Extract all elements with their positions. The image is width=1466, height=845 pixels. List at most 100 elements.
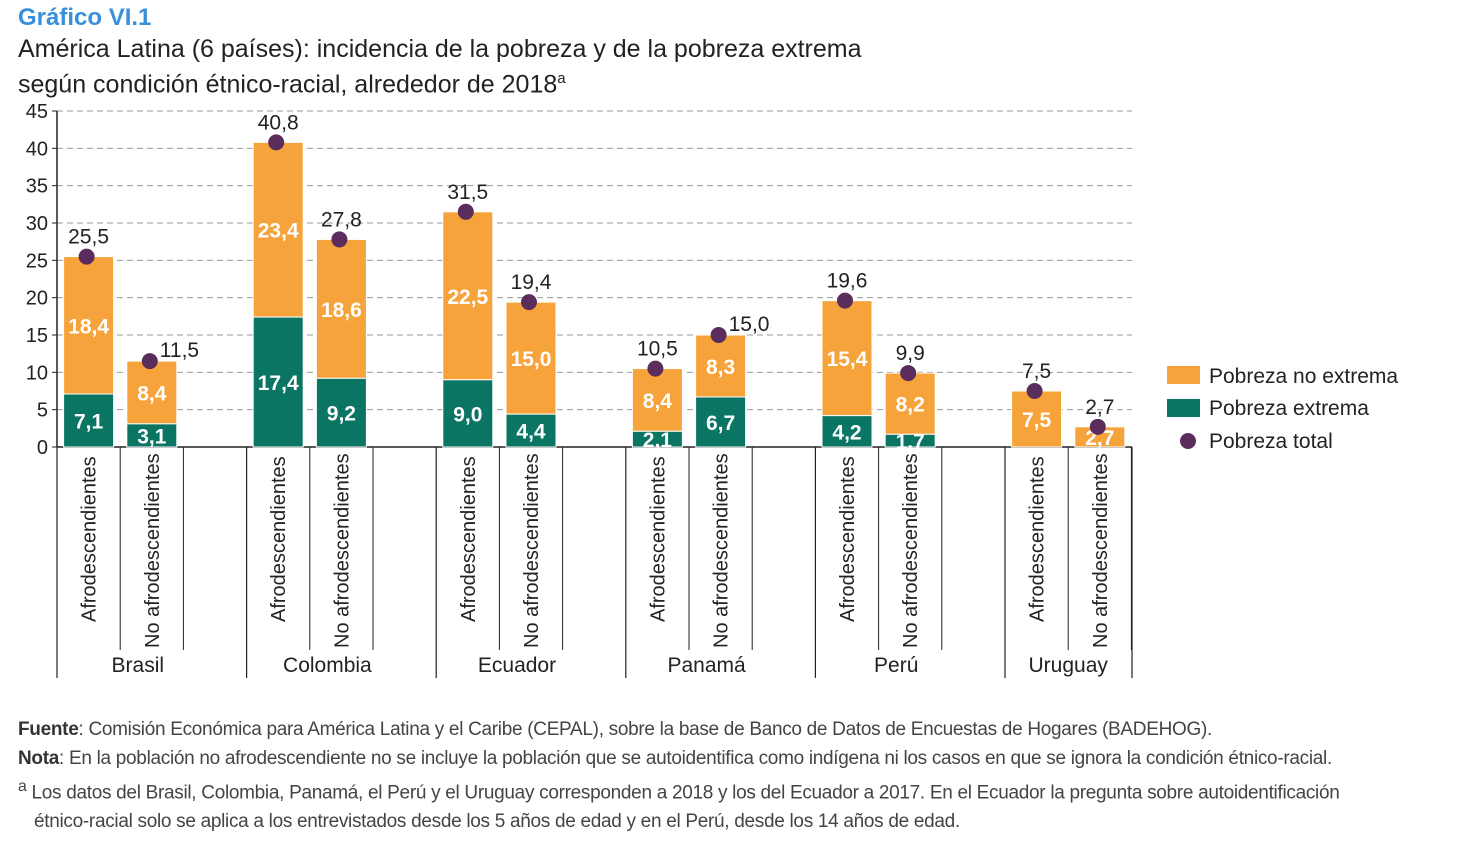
label-extrema: 9,0	[453, 403, 482, 426]
bar-extrema	[884, 433, 936, 448]
source-label: Fuente	[18, 719, 79, 740]
footnote-text: Los datos del Brasil, Colombia, Panamá, …	[26, 782, 1340, 804]
chart-notes: Fuente: Comisión Económica para América …	[18, 716, 1458, 836]
source-text: : Comisión Económica para América Latina…	[78, 719, 1212, 740]
footnote-a: a Los datos del Brasil, Colombia, Panamá…	[18, 773, 1458, 808]
label-extrema: 1,7	[896, 431, 925, 454]
title-footnote-mark: a	[557, 70, 566, 87]
chart-title: América Latina (6 países): incidencia de…	[18, 34, 1018, 99]
label-no-extrema: 7,5	[1022, 409, 1052, 432]
note: Nota: En la población no afrodescendient…	[18, 745, 1458, 774]
category-label: No afrodescendientes	[331, 453, 353, 648]
total-marker	[710, 327, 727, 343]
category-label: No afrodescendientes	[711, 453, 733, 648]
group-label: Panamá	[667, 654, 746, 677]
legend-swatch-extrema	[1167, 399, 1200, 417]
bar-no-extrema	[315, 238, 367, 379]
legend-swatch-no-extrema	[1167, 366, 1200, 384]
bar-extrema	[252, 316, 304, 448]
category-label: No afrodescendientes	[1090, 453, 1112, 648]
bar-no-extrema	[252, 141, 304, 318]
label-total: 27,8	[321, 208, 362, 231]
group-label: Brasil	[112, 654, 165, 677]
y-tick-label: 30	[26, 213, 48, 235]
y-tick-label: 15	[26, 325, 48, 347]
group-label: Ecuador	[478, 654, 556, 677]
category-label: No afrodescendientes	[521, 453, 543, 648]
category-label: No afrodescendientes	[900, 453, 922, 648]
bar-no-extrema	[631, 368, 683, 432]
label-total: 9,9	[896, 342, 925, 365]
label-total: 10,5	[637, 338, 678, 361]
y-tick-label: 0	[37, 437, 48, 459]
bar-no-extrema	[442, 211, 494, 381]
bar-no-extrema	[126, 360, 178, 425]
source-note: Fuente: Comisión Económica para América …	[18, 716, 1458, 745]
label-total: 15,0	[729, 313, 770, 336]
label-no-extrema: 22,5	[447, 286, 488, 309]
group-label: Colombia	[283, 654, 372, 677]
category-label: No afrodescendientes	[142, 453, 164, 648]
bar-extrema	[442, 379, 494, 448]
label-no-extrema: 15,4	[827, 348, 868, 371]
label-no-extrema: 8,4	[137, 382, 167, 405]
category-label: Afrodescendientes	[837, 456, 859, 622]
total-marker	[647, 360, 664, 377]
total-marker	[457, 203, 474, 220]
label-total: 19,4	[511, 271, 552, 294]
y-tick-label: 5	[37, 400, 48, 422]
y-tick-label: 25	[26, 250, 48, 272]
bar-extrema	[505, 413, 557, 448]
group-label: Uruguay	[1029, 654, 1109, 677]
total-marker	[521, 294, 537, 311]
category-label: Afrodescendientes	[647, 456, 669, 622]
label-extrema: 3,1	[137, 425, 167, 448]
label-no-extrema: 23,4	[258, 220, 299, 243]
label-extrema: 17,4	[258, 372, 299, 395]
note-text: : En la población no afrodescendiente no…	[59, 747, 1332, 769]
bar-extrema	[631, 430, 683, 448]
legend-label: Pobreza extrema	[1209, 397, 1369, 420]
label-extrema: 4,4	[516, 421, 546, 444]
legend-marker-total	[1180, 433, 1196, 449]
bar-extrema	[695, 396, 747, 448]
label-no-extrema: 8,2	[896, 394, 925, 417]
label-extrema: 2,1	[643, 429, 673, 452]
total-marker	[268, 134, 285, 151]
chart-kicker: Gráfico VI.1	[18, 4, 152, 31]
y-tick-label: 45	[26, 101, 48, 123]
bar-extrema	[63, 393, 115, 448]
total-marker	[331, 231, 348, 248]
label-total: 31,5	[447, 181, 488, 204]
legend-label: Pobreza total	[1209, 430, 1333, 453]
title-line-1: América Latina (6 países): incidencia de…	[18, 35, 862, 63]
legend-label: Pobreza no extrema	[1209, 365, 1398, 388]
y-tick-label: 35	[26, 176, 48, 198]
label-no-extrema: 15,0	[511, 348, 552, 371]
bar-extrema	[126, 423, 178, 448]
bar-extrema	[821, 415, 873, 448]
label-total: 19,6	[827, 270, 868, 293]
label-total: 40,8	[258, 111, 299, 134]
category-label: Afrodescendientes	[268, 456, 290, 622]
label-total: 7,5	[1022, 360, 1051, 383]
title-line-2: según condición étnico-racial, alrededor…	[18, 70, 558, 99]
label-no-extrema: 8,4	[643, 390, 673, 413]
label-no-extrema: 8,3	[706, 356, 735, 379]
label-extrema: 9,2	[327, 403, 356, 426]
total-marker	[141, 353, 158, 370]
label-extrema: 6,7	[706, 412, 735, 435]
total-marker	[78, 248, 95, 265]
total-marker	[1026, 383, 1043, 399]
footnote-mark: a	[18, 778, 27, 795]
y-tick-label: 20	[26, 288, 48, 310]
label-extrema: 7,1	[74, 410, 104, 433]
y-tick-label: 40	[26, 138, 48, 160]
group-label: Perú	[874, 654, 918, 677]
footnote-text-2: étnico-racial solo se aplica a los entre…	[34, 810, 960, 832]
note-label: Nota	[18, 747, 60, 769]
label-no-extrema: 18,6	[321, 299, 362, 322]
bar-no-extrema	[63, 256, 115, 395]
label-no-extrema: 18,4	[68, 315, 109, 338]
y-tick-label: 10	[26, 362, 48, 384]
